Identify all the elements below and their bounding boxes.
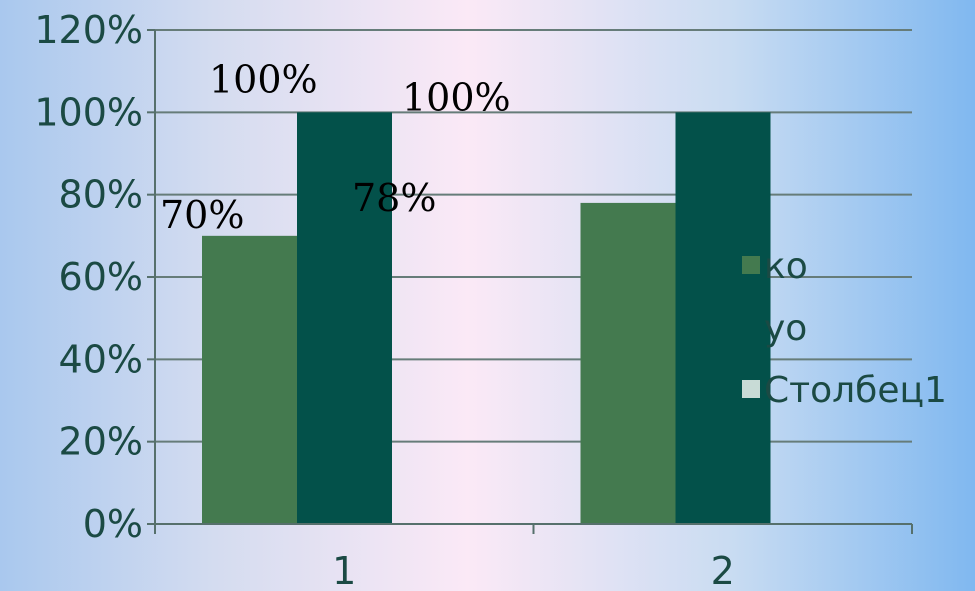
legend-swatch bbox=[742, 380, 760, 398]
x-tick-label: 2 bbox=[711, 549, 735, 591]
data-labels: 70% 100% 100% 78% bbox=[160, 57, 511, 237]
bar-2-2 bbox=[675, 112, 771, 524]
data-label: 78% bbox=[352, 176, 436, 220]
y-tick-labels: 0% 20% 40% 60% 80% 100% 120% bbox=[34, 8, 143, 546]
x-tick-label: 1 bbox=[332, 549, 356, 591]
y-tick-label: 100% bbox=[34, 90, 143, 134]
axes-layer bbox=[147, 29, 913, 534]
legend-label: ко bbox=[764, 246, 808, 287]
data-label: 100% bbox=[402, 75, 511, 119]
y-tick-label: 40% bbox=[59, 337, 143, 381]
bar-1-1 bbox=[202, 235, 297, 525]
legend-label: Столбец1 bbox=[764, 370, 947, 411]
bar-2-1 bbox=[297, 112, 392, 524]
data-label: 70% bbox=[160, 193, 244, 237]
legend-label: уо bbox=[764, 308, 807, 349]
bar-1-2 bbox=[580, 202, 676, 524]
y-tick-label: 60% bbox=[59, 255, 143, 299]
y-tick-label: 120% bbox=[34, 8, 143, 52]
bars-layer bbox=[202, 112, 771, 525]
data-label: 100% bbox=[209, 57, 318, 101]
legend-swatch bbox=[742, 256, 760, 274]
legend: ко уо Столбец1 bbox=[742, 246, 947, 411]
y-tick-label: 20% bbox=[59, 420, 143, 464]
y-tick-label: 80% bbox=[59, 173, 143, 217]
y-tick-label: 0% bbox=[83, 502, 143, 546]
